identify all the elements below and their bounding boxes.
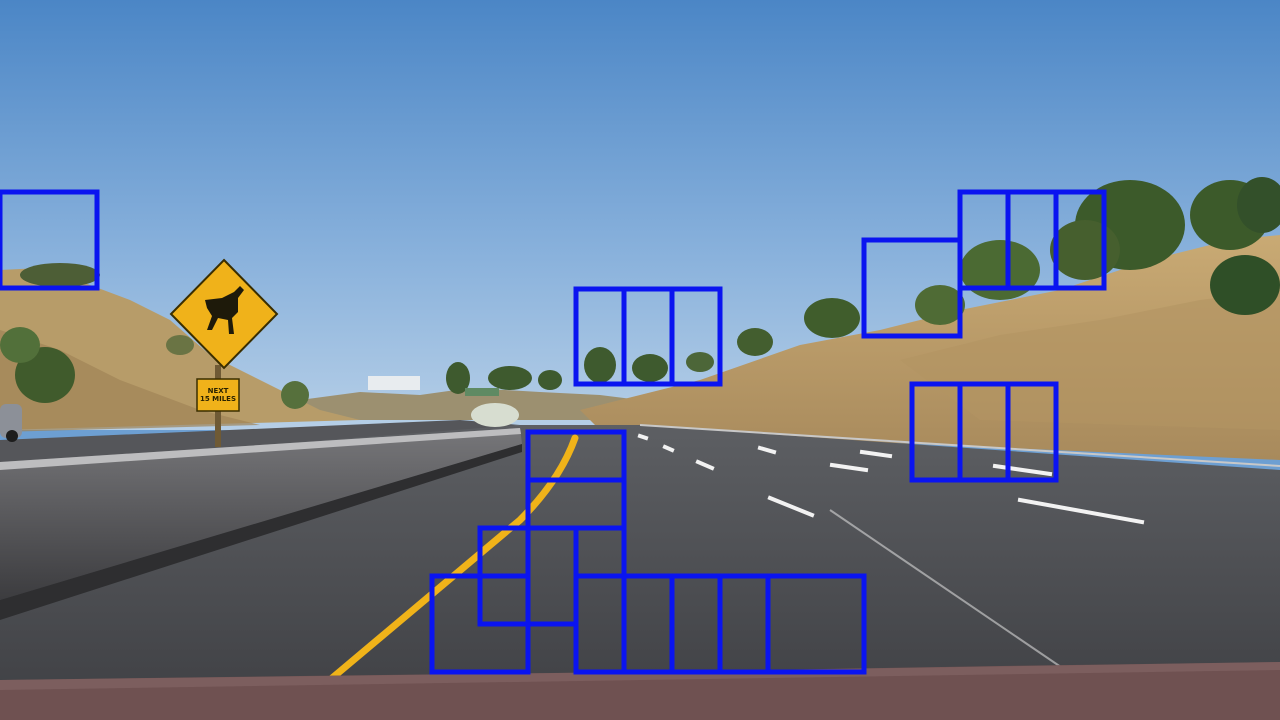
deer-crossing-sign [169, 258, 279, 447]
sign-line-2: 15 MILES [199, 395, 237, 403]
median-barrier [0, 428, 522, 600]
sign-line-1: NEXT [207, 387, 229, 395]
distant-building [368, 376, 420, 390]
sign-plate: NEXT 15 MILES [197, 379, 239, 411]
parked-car [0, 404, 22, 442]
distant-hills [300, 388, 640, 420]
